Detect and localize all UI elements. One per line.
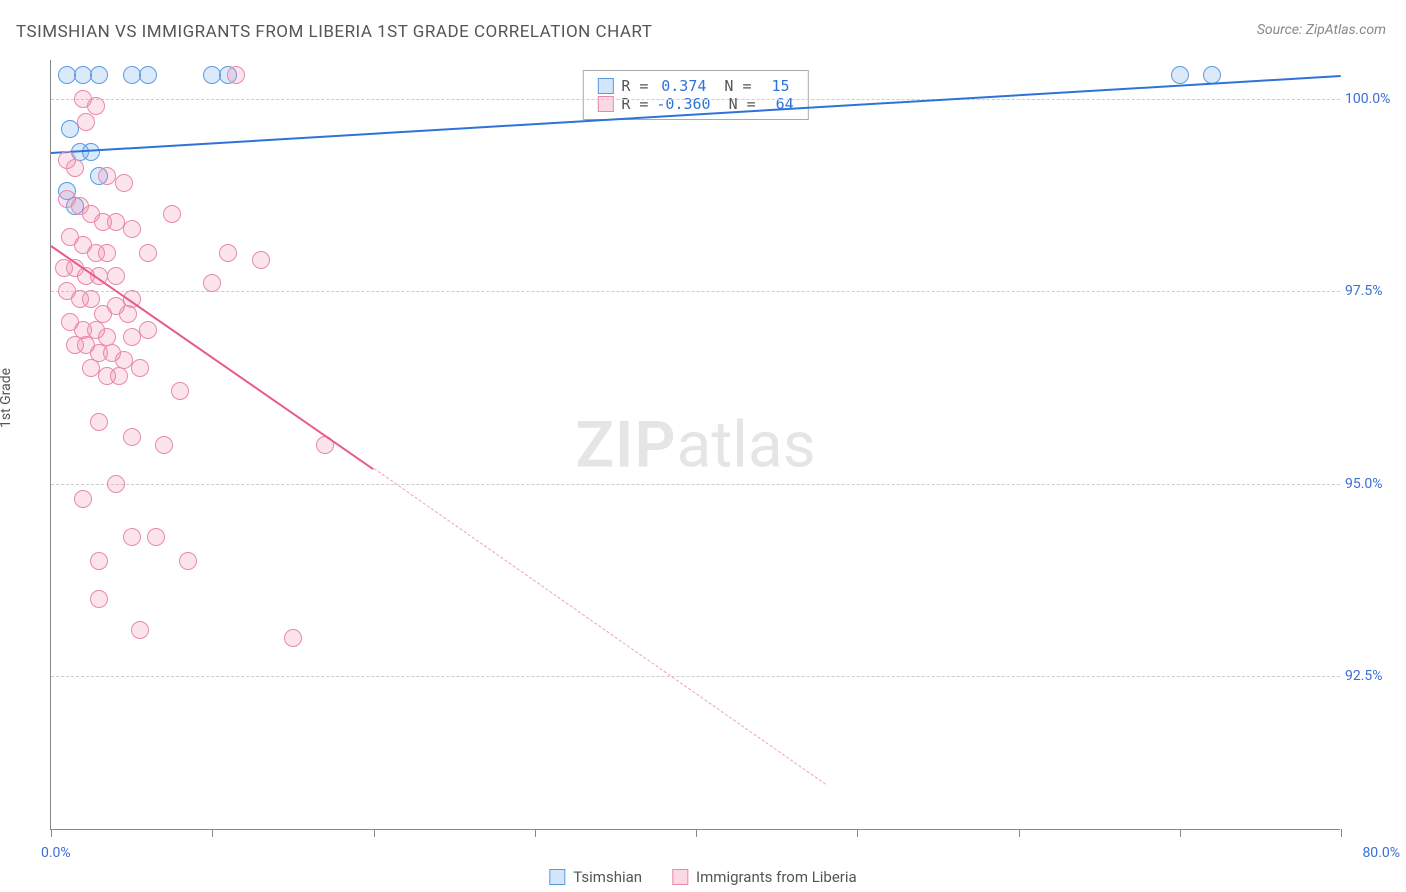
data-point [77, 113, 95, 131]
chart-title: TSIMSHIAN VS IMMIGRANTS FROM LIBERIA 1ST… [16, 22, 652, 42]
x-axis-max-label: 80.0% [1362, 845, 1400, 861]
y-tick-label: 92.5% [1345, 668, 1400, 684]
gridline [51, 484, 1340, 485]
data-point [123, 528, 141, 546]
x-tick [1180, 829, 1181, 837]
gridline [51, 99, 1340, 100]
data-point [227, 66, 245, 84]
legend: Tsimshian Immigrants from Liberia [549, 868, 856, 886]
data-point [284, 629, 302, 647]
stats-n-value: 15 [760, 77, 790, 95]
stats-r-value: 0.374 [656, 77, 706, 95]
legend-swatch [672, 869, 688, 885]
data-point [1171, 66, 1189, 84]
data-point [90, 552, 108, 570]
data-point [98, 244, 116, 262]
x-tick [857, 829, 858, 837]
data-point [119, 305, 137, 323]
data-point [147, 528, 165, 546]
x-tick [1019, 829, 1020, 837]
data-point [131, 621, 149, 639]
data-point [139, 321, 157, 339]
x-tick [374, 829, 375, 837]
data-point [115, 174, 133, 192]
legend-item: Tsimshian [549, 868, 642, 886]
data-point [74, 490, 92, 508]
data-point [123, 220, 141, 238]
data-point [203, 274, 221, 292]
data-point [110, 367, 128, 385]
data-point [82, 290, 100, 308]
data-point [90, 413, 108, 431]
data-point [155, 436, 173, 454]
trend-line [373, 468, 825, 785]
y-tick-label: 100.0% [1345, 91, 1400, 107]
x-tick [535, 829, 536, 837]
watermark-light: atlas [677, 407, 816, 482]
gridline [51, 291, 1340, 292]
data-point [252, 251, 270, 269]
stats-row: R = 0.374 N = 15 [597, 77, 793, 95]
x-tick [212, 829, 213, 837]
y-tick-label: 95.0% [1345, 476, 1400, 492]
data-point [90, 66, 108, 84]
x-tick [696, 829, 697, 837]
legend-label: Tsimshian [573, 868, 642, 886]
source-label: Source: ZipAtlas.com [1257, 22, 1386, 38]
legend-label: Immigrants from Liberia [696, 868, 857, 886]
x-axis-min-label: 0.0% [41, 845, 71, 861]
data-point [82, 143, 100, 161]
watermark: ZIPatlas [575, 407, 815, 482]
y-tick-label: 97.5% [1345, 283, 1400, 299]
data-point [90, 590, 108, 608]
data-point [66, 159, 84, 177]
plot-area: ZIPatlas R =0.374N =15R =-0.360N =64 0.0… [50, 60, 1340, 830]
data-point [171, 382, 189, 400]
stats-n-label: N = [724, 77, 751, 95]
y-axis-label: 1st Grade [0, 368, 14, 428]
data-point [139, 66, 157, 84]
x-tick [1341, 829, 1342, 837]
watermark-bold: ZIP [575, 407, 676, 482]
x-tick [51, 829, 52, 837]
data-point [107, 267, 125, 285]
stats-swatch [597, 78, 613, 94]
data-point [179, 552, 197, 570]
legend-item: Immigrants from Liberia [672, 868, 857, 886]
data-point [123, 428, 141, 446]
data-point [131, 359, 149, 377]
gridline [51, 676, 1340, 677]
legend-swatch [549, 869, 565, 885]
data-point [219, 244, 237, 262]
data-point [139, 244, 157, 262]
stats-r-label: R = [621, 77, 648, 95]
data-point [107, 475, 125, 493]
data-point [163, 205, 181, 223]
